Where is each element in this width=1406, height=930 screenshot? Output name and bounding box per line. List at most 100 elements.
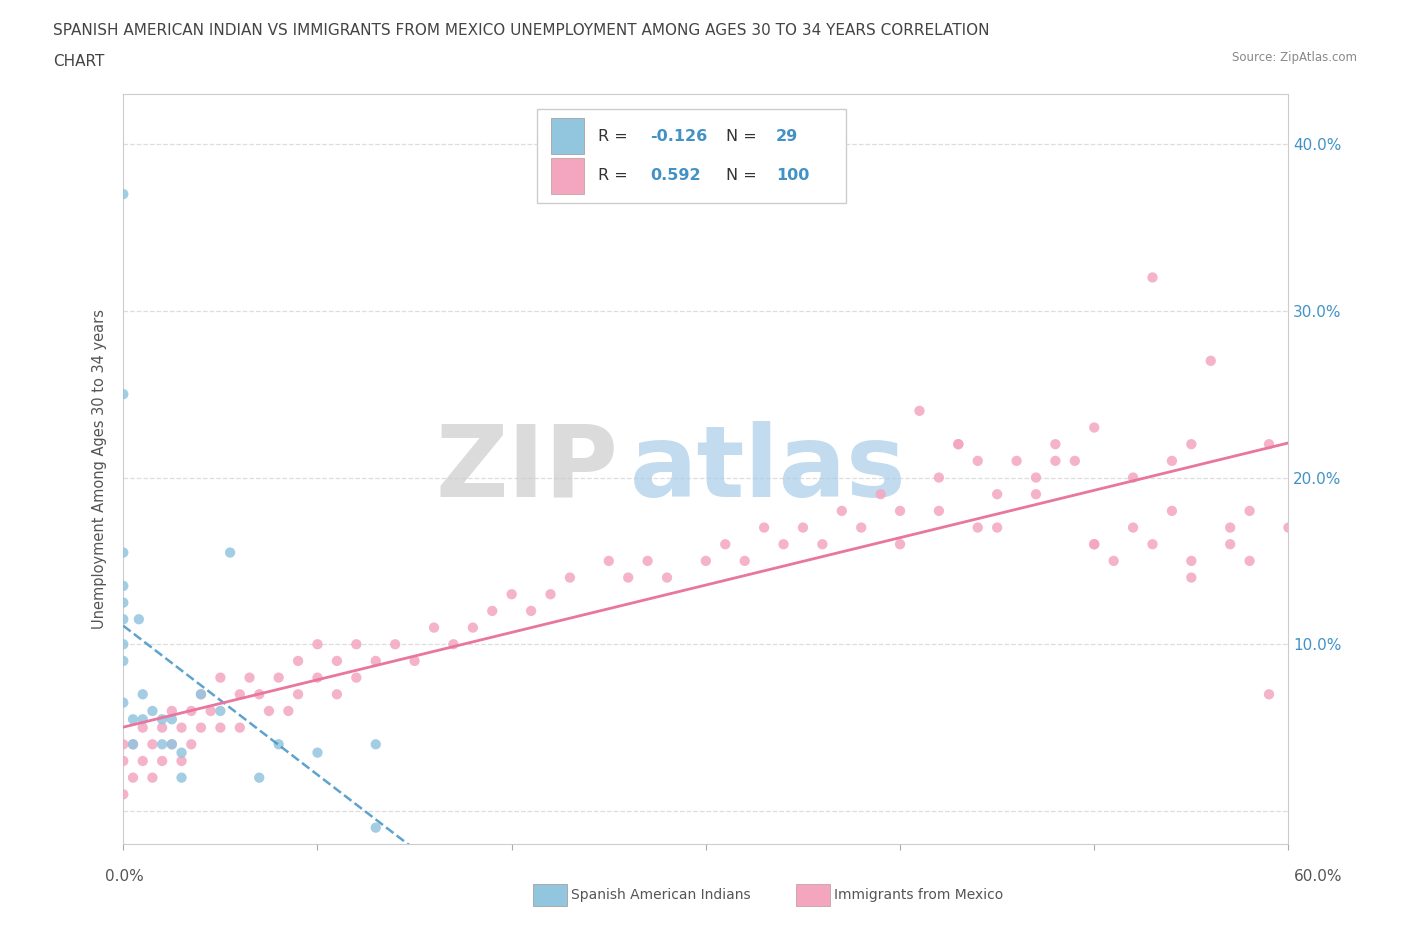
Y-axis label: Unemployment Among Ages 30 to 34 years: Unemployment Among Ages 30 to 34 years	[93, 309, 107, 630]
Point	[112, 654, 135, 669]
Point	[481, 604, 503, 618]
Point	[1161, 503, 1184, 518]
Point	[180, 703, 202, 718]
Point	[200, 703, 222, 718]
Point	[160, 737, 183, 751]
Point	[1219, 537, 1241, 551]
Point	[267, 671, 290, 685]
Text: Spanish American Indians: Spanish American Indians	[571, 887, 751, 902]
Point	[1122, 520, 1144, 535]
Point	[257, 703, 280, 718]
Point	[1122, 470, 1144, 485]
Point	[112, 545, 135, 560]
Point	[229, 687, 252, 702]
Point	[1083, 537, 1105, 551]
Point	[307, 671, 329, 685]
Point	[966, 454, 988, 469]
Point	[928, 470, 950, 485]
Point	[501, 587, 523, 602]
Point	[160, 737, 183, 751]
Bar	[551, 118, 583, 154]
Point	[1180, 570, 1202, 585]
Point	[150, 711, 173, 726]
Point	[1180, 437, 1202, 452]
Point	[1045, 437, 1067, 452]
Text: 60.0%: 60.0%	[1295, 869, 1343, 883]
Point	[1083, 420, 1105, 435]
Point	[344, 637, 367, 652]
Point	[695, 553, 717, 568]
Point	[617, 570, 640, 585]
Point	[889, 503, 911, 518]
Point	[112, 753, 135, 768]
Point	[1277, 520, 1299, 535]
Point	[277, 703, 299, 718]
Point	[1063, 454, 1085, 469]
Text: Source: ZipAtlas.com: Source: ZipAtlas.com	[1232, 51, 1357, 64]
Point	[792, 520, 814, 535]
Point	[112, 578, 135, 593]
Point	[122, 737, 145, 751]
Point	[598, 553, 620, 568]
Point	[247, 687, 270, 702]
Point	[1025, 470, 1047, 485]
Point	[1180, 553, 1202, 568]
Point	[307, 637, 329, 652]
Point	[1258, 687, 1281, 702]
Point	[112, 387, 135, 402]
Text: ZIP: ZIP	[436, 420, 619, 518]
Point	[132, 711, 155, 726]
Point	[714, 537, 737, 551]
Point	[190, 687, 212, 702]
Point	[908, 404, 931, 418]
Point	[122, 711, 145, 726]
Point	[364, 820, 387, 835]
Point	[112, 612, 135, 627]
Point	[112, 595, 135, 610]
Text: 29: 29	[776, 128, 799, 143]
Point	[344, 671, 367, 685]
Point	[141, 770, 163, 785]
Point	[190, 720, 212, 735]
Text: R =: R =	[598, 128, 633, 143]
Point	[1142, 270, 1164, 285]
Text: CHART: CHART	[53, 54, 105, 69]
Point	[986, 486, 1008, 501]
Point	[247, 770, 270, 785]
Point	[122, 770, 145, 785]
Point	[520, 604, 543, 618]
Point	[1239, 503, 1261, 518]
Point	[1161, 454, 1184, 469]
Point	[180, 737, 202, 751]
Point	[190, 687, 212, 702]
Point	[170, 770, 193, 785]
Point	[364, 737, 387, 751]
Point	[326, 654, 349, 669]
Text: 0.592: 0.592	[650, 168, 700, 183]
FancyBboxPatch shape	[537, 109, 845, 203]
Point	[141, 703, 163, 718]
Text: 100: 100	[776, 168, 808, 183]
Point	[219, 545, 242, 560]
Point	[948, 437, 970, 452]
Point	[326, 687, 349, 702]
Point	[128, 612, 150, 627]
Point	[170, 753, 193, 768]
Point	[209, 720, 232, 735]
Text: -0.126: -0.126	[650, 128, 707, 143]
Point	[170, 745, 193, 760]
Point	[267, 737, 290, 751]
Point	[307, 745, 329, 760]
Point	[209, 703, 232, 718]
Point	[752, 520, 775, 535]
Point	[928, 503, 950, 518]
Point	[112, 637, 135, 652]
Point	[1102, 553, 1125, 568]
Point	[637, 553, 659, 568]
Point	[404, 654, 426, 669]
Point	[441, 637, 464, 652]
Point	[655, 570, 678, 585]
Point	[734, 553, 756, 568]
Point	[540, 587, 562, 602]
Point	[811, 537, 834, 551]
